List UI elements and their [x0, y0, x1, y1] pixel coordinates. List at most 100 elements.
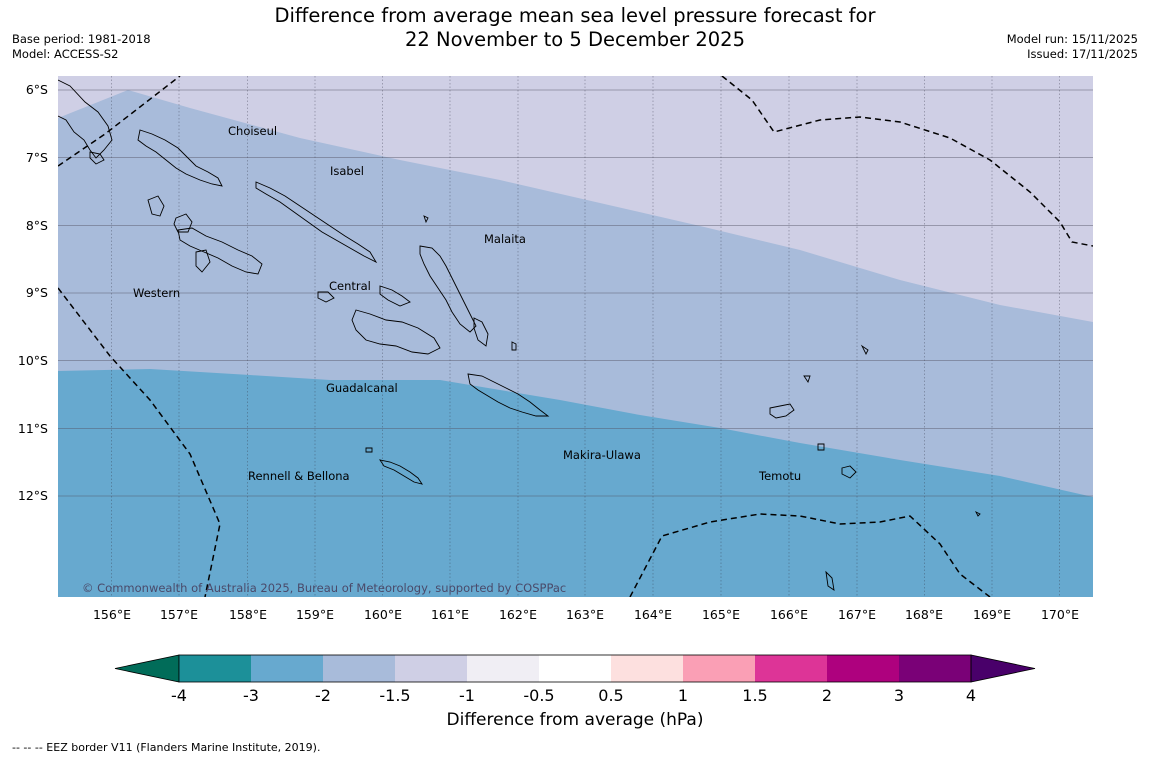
colorbar-tick-label: 4	[965, 686, 977, 705]
colorbar-extend-low	[114, 654, 180, 683]
colorbar-swatch	[827, 655, 899, 682]
colorbar-tick-label: -1.5	[379, 686, 411, 705]
duff-islands	[860, 344, 869, 356]
lon-label: 164°E	[634, 607, 672, 622]
title-line-2: 22 November to 5 December 2025	[405, 28, 745, 51]
colorbar-frame	[178, 654, 972, 683]
lon-label: 166°E	[770, 607, 808, 622]
lon-label: 161°E	[431, 607, 469, 622]
fataka-island	[825, 570, 835, 591]
colorbar-tick-label: -0.5	[523, 686, 555, 705]
lat-label: 9°S	[26, 285, 48, 300]
florida-islands	[379, 285, 411, 307]
issued-date: Issued: 17/11/2025	[1027, 47, 1138, 61]
colorbar-tick-label: -4	[171, 686, 187, 705]
colorbar-tick-label: 2	[821, 686, 833, 705]
label-temotu: Temotu	[758, 469, 801, 483]
bougainville-coast	[58, 79, 113, 159]
rennell-island	[379, 459, 424, 485]
russell-islands	[317, 291, 335, 303]
lon-label: 160°E	[364, 607, 402, 622]
title-line-1: Difference from average mean sea level p…	[274, 4, 876, 27]
reef-islands	[803, 375, 811, 384]
meta-left: Base period: 1981-2018 Model: ACCESS-S2	[12, 32, 151, 62]
label-malaita: Malaita	[484, 232, 526, 246]
lon-label: 168°E	[905, 607, 943, 622]
label-western: Western	[133, 286, 180, 300]
lon-label: 162°E	[499, 607, 537, 622]
base-period: Base period: 1981-2018	[12, 32, 151, 46]
map-figure: Choiseul Isabel Malaita Western Central …	[18, 76, 1093, 683]
eez-footnote: -- -- -- EEZ border V11 (Flanders Marine…	[12, 741, 321, 754]
meta-right: Model run: 15/11/2025 Issued: 17/11/2025	[1007, 32, 1138, 62]
model-name: Model: ACCESS-S2	[12, 47, 119, 61]
lon-label: 158°E	[229, 607, 267, 622]
colorbar-tick-label: -3	[243, 686, 259, 705]
malaita-island	[419, 245, 477, 333]
province-labels: Choiseul Isabel Malaita Western Central …	[133, 124, 801, 483]
colorbar-tick-label: 1.5	[742, 686, 768, 705]
eez-border-south-west	[58, 287, 221, 597]
new-georgia-island	[177, 227, 263, 275]
colorbar	[114, 654, 1036, 683]
longitude-labels: 156°E 157°E 158°E 159°E 160°E 161°E 162°…	[93, 607, 1079, 622]
makira-island	[467, 373, 550, 417]
latitude-labels: 6°S 7°S 8°S 9°S 10°S 11°S 12°S	[18, 82, 48, 503]
colorbar-tick-label: -2	[315, 686, 331, 705]
colorbar-extend-high	[970, 654, 1036, 683]
model-run: Model run: 15/11/2025	[1006, 32, 1138, 46]
colorbar-swatch	[899, 655, 971, 682]
lat-label: 12°S	[18, 488, 48, 503]
isabel-island	[255, 181, 378, 264]
band-minus3-to-minus2	[58, 369, 1093, 597]
graticule	[111, 76, 1060, 597]
lon-label: 170°E	[1041, 607, 1079, 622]
anuta-island	[974, 510, 981, 517]
colorbar-swatch	[323, 655, 395, 682]
eez-border-north-east	[721, 76, 1093, 247]
colorbar-swatch	[683, 655, 755, 682]
vanikoro-island	[841, 465, 857, 479]
lon-label: 159°E	[296, 607, 334, 622]
small-malaita-island	[473, 317, 489, 347]
coastlines	[58, 79, 981, 591]
map-area: Choiseul Isabel Malaita Western Central …	[58, 76, 1093, 597]
latitude-lines	[58, 89, 1093, 497]
eez-border-south-east	[629, 513, 991, 597]
eez-border-north-west	[58, 76, 181, 167]
label-central: Central	[329, 279, 371, 293]
rendova-island	[195, 249, 211, 273]
colorbar-swatch	[251, 655, 323, 682]
colorbar-swatch	[611, 655, 683, 682]
ontong-java-island	[423, 215, 429, 224]
bellona-island	[365, 447, 373, 453]
lon-label: 157°E	[160, 607, 198, 622]
ranongga-island	[147, 195, 165, 217]
lon-label: 163°E	[566, 607, 604, 622]
colorbar-swatch	[467, 655, 539, 682]
lat-label: 10°S	[18, 353, 48, 368]
eez-borders	[58, 76, 1093, 597]
label-guadalcanal: Guadalcanal	[326, 381, 398, 395]
label-rennell-bellona: Rennell & Bellona	[248, 469, 350, 483]
colorbar-tick-label: -1	[459, 686, 475, 705]
label-choiseul: Choiseul	[228, 124, 277, 138]
label-makira-ulawa: Makira-Ulawa	[563, 448, 641, 462]
colorbar-title: Difference from average (hPa)	[446, 710, 704, 730]
chart-title: Difference from average mean sea level p…	[0, 4, 1150, 52]
lon-label: 169°E	[973, 607, 1011, 622]
vella-lavella-island	[173, 213, 193, 233]
colorbar-tick-label: 3	[893, 686, 905, 705]
lat-label: 11°S	[18, 421, 48, 436]
lat-label: 7°S	[26, 150, 48, 165]
tikopia-island	[817, 443, 825, 451]
colorbar-swatch	[539, 655, 611, 682]
lat-label: 8°S	[26, 218, 48, 233]
label-isabel: Isabel	[330, 164, 364, 178]
choiseul-island	[137, 129, 223, 187]
lon-label: 165°E	[702, 607, 740, 622]
colorbar-tick-label: 0.5	[598, 686, 624, 705]
colorbar-swatch	[755, 655, 827, 682]
colorbar-swatch	[179, 655, 251, 682]
guadalcanal-island	[351, 309, 441, 355]
